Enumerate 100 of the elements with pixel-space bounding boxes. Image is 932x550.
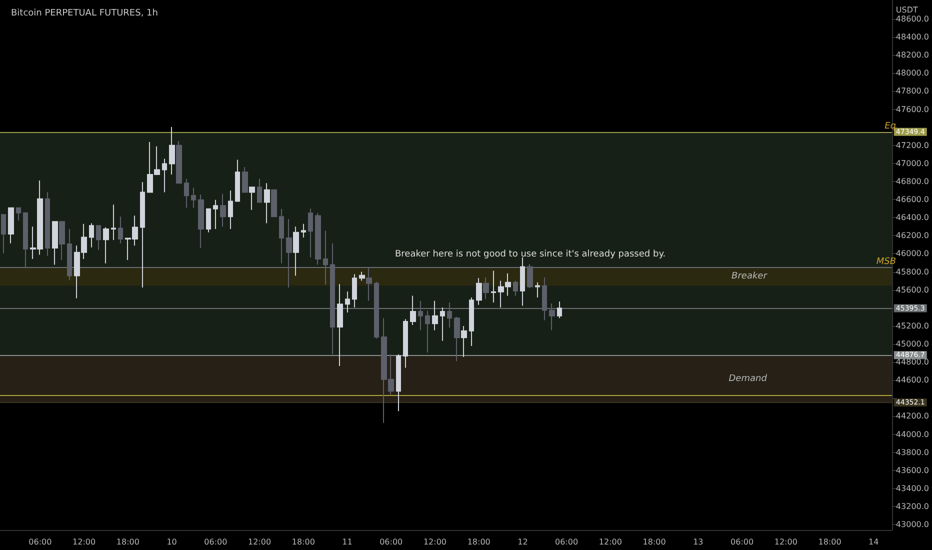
candlestick xyxy=(513,280,518,296)
candlestick xyxy=(162,158,167,193)
candlestick xyxy=(469,297,474,346)
candlestick xyxy=(491,270,496,303)
candlestick xyxy=(352,274,357,308)
candlestick xyxy=(279,208,284,264)
annotation: Breaker here is not good to use since it's already passed by. xyxy=(395,250,666,260)
candlestick xyxy=(96,225,101,251)
candlestick xyxy=(483,276,489,300)
candlestick xyxy=(410,295,416,326)
candlestick xyxy=(425,310,430,354)
y-tick-label: 47800.0 xyxy=(896,86,930,96)
x-tick-label: 11 xyxy=(342,538,352,546)
y-tick-label: 47000.0 xyxy=(896,158,930,168)
candlestick xyxy=(59,221,65,261)
candlestick xyxy=(301,223,306,238)
candlestick xyxy=(432,300,438,331)
candlestick xyxy=(359,271,365,282)
candlestick xyxy=(440,307,445,342)
x-tick-label: 12:00 xyxy=(598,538,622,546)
x-tick-label: 18:00 xyxy=(116,538,140,546)
y-tick-label: 48400.0 xyxy=(896,32,930,42)
y-tick-label: 48600.0 xyxy=(896,14,930,24)
x-tick-label: 18:00 xyxy=(818,538,842,546)
x-tick-label: 12:00 xyxy=(72,538,96,546)
candlestick xyxy=(89,222,94,248)
candlestick xyxy=(557,300,562,319)
y-tick-label: 46000.0 xyxy=(896,249,930,258)
y-axis-title: USDT xyxy=(896,6,918,14)
candlestick xyxy=(242,166,248,193)
y-tick-label: 43800.0 xyxy=(896,448,930,457)
y-tick-label: 46200.0 xyxy=(896,231,930,240)
candlestick xyxy=(535,282,540,298)
candlestick xyxy=(527,264,533,289)
x-tick-label: 12:00 xyxy=(248,538,272,546)
candlestick xyxy=(447,302,452,328)
annotation: Eq xyxy=(884,121,896,132)
candlestick xyxy=(257,178,262,203)
candlestick xyxy=(176,140,182,184)
x-tick-label: 18:00 xyxy=(292,538,315,546)
candlestick xyxy=(16,207,21,222)
y-tick-label: 43600.0 xyxy=(896,466,930,475)
candlestick xyxy=(206,208,211,233)
y-tick-label: 44000.0 xyxy=(896,430,930,439)
candlestick xyxy=(476,278,482,306)
y-tick-label: 46400.0 xyxy=(896,213,930,222)
candlestick xyxy=(366,268,372,302)
candlestick xyxy=(396,354,401,412)
candlestick xyxy=(140,182,145,288)
candlestick xyxy=(235,159,240,202)
x-tick-label: 18:00 xyxy=(467,538,490,546)
y-tick-label: 45800.0 xyxy=(896,267,930,276)
x-tick-label: 18:00 xyxy=(642,538,666,546)
x-tick-label: 10 xyxy=(166,538,177,546)
candlestick xyxy=(118,216,123,244)
candlestick xyxy=(520,256,525,306)
y-tick-label: 43000.0 xyxy=(896,520,930,530)
candlestick xyxy=(1,214,6,254)
y-tick-label: 46600.0 xyxy=(896,195,930,204)
candlestick xyxy=(67,228,72,281)
x-tick-label: 06:00 xyxy=(730,538,754,546)
candlestick xyxy=(403,318,408,368)
candlestick xyxy=(323,230,328,286)
candlestick xyxy=(111,204,116,240)
x-tick-label: 13 xyxy=(693,538,704,546)
candlestick xyxy=(330,242,335,355)
candlestick xyxy=(228,190,233,230)
candlestick xyxy=(191,187,196,208)
y-tick-label: 43200.0 xyxy=(896,502,930,512)
y-tick-label: 46800.0 xyxy=(896,176,930,186)
candlestick xyxy=(293,226,299,276)
candlestick xyxy=(103,226,109,264)
y-tick-label: 47600.0 xyxy=(896,104,930,114)
candlestick xyxy=(454,316,460,362)
annotation: MSB xyxy=(876,257,896,268)
band-label: Demand xyxy=(728,374,768,384)
candlestick xyxy=(549,302,555,331)
x-tick-label: 06:00 xyxy=(555,538,578,546)
candlestick xyxy=(264,182,270,224)
x-tick-label: 12:00 xyxy=(423,538,447,546)
y-tick-label: 47200.0 xyxy=(896,140,930,150)
candlestick xyxy=(169,126,175,175)
candlestick xyxy=(8,207,14,244)
candlestick xyxy=(249,186,255,210)
y-tick-label: 44800.0 xyxy=(896,358,930,367)
candlestick xyxy=(374,281,379,340)
candlestick xyxy=(337,284,343,367)
y-tick-label: 44600.0 xyxy=(896,376,930,385)
x-tick-label: 06:00 xyxy=(380,538,403,546)
x-tick-label: 06:00 xyxy=(28,538,52,546)
candlestick xyxy=(286,218,292,288)
candlestick xyxy=(461,325,467,358)
candlestick xyxy=(23,212,28,269)
candlestick xyxy=(45,192,50,256)
candlestick xyxy=(220,193,226,228)
y-tick-label: 45000.0 xyxy=(896,340,930,349)
y-tick-label: 48200.0 xyxy=(896,50,930,60)
candlestick xyxy=(308,208,313,258)
candlestick xyxy=(345,290,350,313)
y-tick-label: 48000.0 xyxy=(896,68,930,78)
